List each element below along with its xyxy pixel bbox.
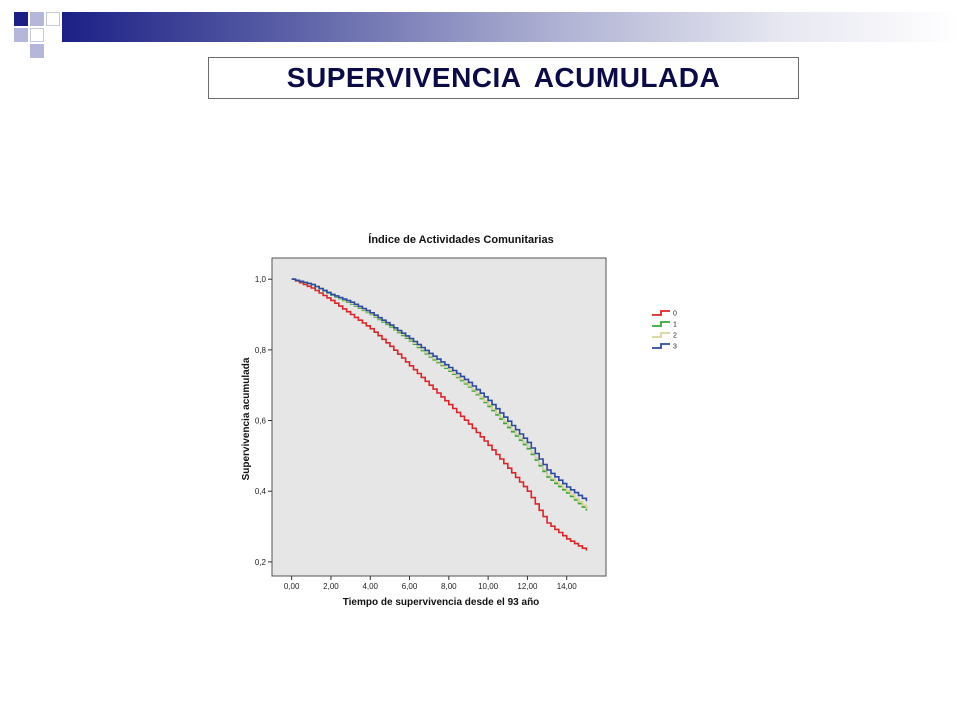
y-tick-label: 0,8 (255, 346, 267, 355)
x-tick-label: 0,00 (284, 582, 300, 591)
logo-square-outline (46, 12, 60, 26)
series-layer (291, 278, 588, 551)
slide-title: SUPERVIVENCIA ACUMULADA (286, 62, 721, 93)
logo-square-dark (14, 12, 28, 26)
slide-title-box: SUPERVIVENCIA ACUMULADA (208, 57, 799, 99)
x-tick-label: 12,00 (517, 582, 538, 591)
plot-area (271, 257, 607, 577)
legend: 0 1 2 3 (652, 310, 677, 351)
y-tick-label: 0,4 (255, 487, 267, 496)
y-tick-label: 1,0 (255, 275, 267, 284)
legend-label-3: 3 (673, 344, 677, 351)
x-tick-label: 4,00 (362, 582, 378, 591)
x-tick-label: 10,00 (478, 582, 499, 591)
logo-square-light (30, 12, 44, 26)
x-axis-label: Tiempo de supervivencia desde el 93 año (343, 597, 540, 608)
legend-label-1: 1 (673, 322, 677, 329)
y-axis: 0,2 0,4 0,6 0,8 1,0 (255, 275, 272, 567)
header-gradient-band (62, 12, 960, 42)
legend-label-2: 2 (673, 333, 677, 340)
legend-label-0: 0 (673, 311, 677, 318)
legend-symbol-0 (652, 310, 670, 316)
x-tick-label: 14,00 (557, 582, 578, 591)
logo-square-outline (30, 28, 44, 42)
y-tick-label: 0,6 (255, 417, 267, 426)
x-axis: 0,00 2,00 4,00 6,00 8,00 10,00 12,00 14,00 (284, 576, 577, 591)
x-tick-label: 2,00 (323, 582, 339, 591)
x-tick-label: 6,00 (402, 582, 418, 591)
legend-symbol-1 (652, 321, 670, 327)
y-tick-label: 0,2 (255, 558, 267, 567)
logo-square-light (14, 28, 28, 42)
x-tick-label: 8,00 (441, 582, 457, 591)
series-line-3 (291, 278, 588, 502)
logo-square-light (30, 44, 44, 58)
chart-title: Índice de Actividades Comunitarias (368, 233, 553, 246)
legend-symbol-2 (652, 332, 670, 338)
series-line-0 (291, 278, 588, 551)
legend-symbol-3 (652, 343, 670, 349)
y-axis-label: Supervivencia acumulada (241, 357, 252, 480)
